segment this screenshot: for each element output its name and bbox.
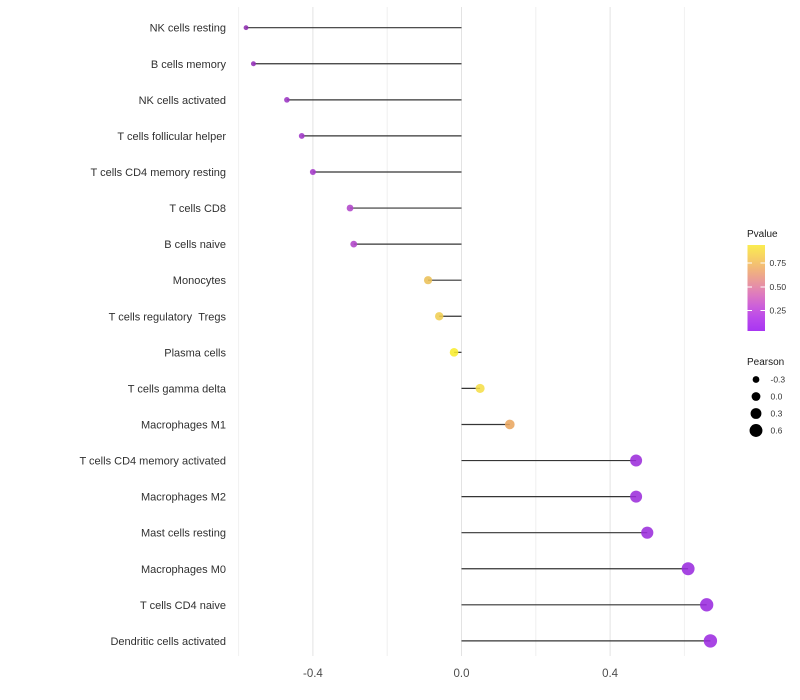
- category-label: T cells CD4 memory resting: [91, 167, 227, 179]
- data-point-dot: [298, 132, 305, 139]
- pvalue-colorbar: [747, 245, 765, 331]
- lollipop-row: Macrophages M1: [141, 419, 515, 431]
- category-label: T cells regulatory Tregs: [109, 311, 227, 323]
- legend-size-label: -0.3: [771, 375, 786, 385]
- legend-pearson: Pearson -0.3 0.0 0.3 0.6: [747, 357, 785, 437]
- x-axis: -0.4 0.0 0.4: [303, 668, 619, 680]
- data-point-dot: [346, 204, 354, 212]
- data-point-dot: [284, 97, 290, 103]
- lollipop-row: T cells gamma delta: [128, 383, 485, 395]
- data-point-dot: [700, 598, 714, 612]
- data-point-dot: [630, 454, 643, 467]
- lollipop-row: Macrophages M2: [141, 490, 643, 504]
- category-label: Mast cells resting: [141, 528, 226, 540]
- data-point-dot: [504, 419, 515, 430]
- data-point-dot: [243, 25, 249, 31]
- lollipop-row: Dendritic cells activated: [110, 634, 718, 648]
- category-label: Macrophages M0: [141, 564, 226, 576]
- data-point-dot: [309, 168, 316, 176]
- category-label: T cells CD4 memory activated: [79, 456, 226, 468]
- lollipop-row: B cells memory: [151, 59, 462, 71]
- legend-pearson-title: Pearson: [747, 357, 784, 368]
- pvalue-tick-label: 0.25: [770, 306, 787, 316]
- pvalue-colorbar-ticks: [747, 262, 765, 311]
- legend-size-label: 0.6: [771, 426, 783, 436]
- data-point-dot: [350, 240, 358, 248]
- legend-size-dot: [751, 392, 761, 401]
- x-tick-label: 0.4: [602, 668, 619, 680]
- legend-pvalue-title: Pvalue: [747, 229, 778, 240]
- category-label: T cells CD4 naive: [140, 600, 226, 612]
- legend-pvalue: Pvalue 0.75 0.50 0.25: [747, 229, 786, 331]
- legend-size-label: 0.0: [771, 392, 783, 402]
- gridlines: [238, 7, 685, 656]
- legend-size-dot: [752, 376, 760, 383]
- lollipop-row: Plasma cells: [164, 347, 462, 359]
- data-point-dot: [641, 526, 654, 539]
- lollipop-row: NK cells activated: [139, 95, 462, 107]
- category-label: NK cells resting: [150, 23, 226, 35]
- pvalue-tick-label: 0.50: [770, 282, 787, 292]
- data-point-dot: [681, 562, 695, 576]
- category-label: NK cells activated: [139, 95, 226, 107]
- category-label: T cells CD8: [169, 203, 226, 215]
- x-tick-label: -0.4: [303, 668, 323, 680]
- lollipop-row: T cells CD4 memory activated: [79, 454, 643, 468]
- data-point-dot: [449, 347, 459, 357]
- legend-size-dot: [749, 424, 763, 437]
- data-point-dot: [435, 312, 444, 321]
- data-point-dot: [703, 634, 718, 648]
- lollipop-row: Monocytes: [173, 275, 462, 287]
- category-label: Monocytes: [173, 275, 227, 287]
- lollipop-row: T cells follicular helper: [117, 131, 462, 143]
- category-label: Macrophages M1: [141, 419, 226, 431]
- data-point-dot: [630, 490, 643, 503]
- data-point-dot: [475, 383, 485, 393]
- lollipop-row: T cells CD8: [169, 203, 462, 215]
- pvalue-tick-label: 0.75: [770, 258, 787, 268]
- category-label: Plasma cells: [164, 347, 226, 359]
- category-label: B cells memory: [151, 59, 227, 71]
- lollipop-row: Mast cells resting: [141, 526, 654, 540]
- lollipop-row: Macrophages M0: [141, 562, 695, 576]
- lollipop-row: NK cells resting: [150, 23, 462, 35]
- lollipop-row: T cells CD4 memory resting: [91, 167, 462, 179]
- legend-size-dot: [750, 408, 762, 419]
- category-label: T cells gamma delta: [128, 383, 227, 395]
- legend-size-label: 0.3: [771, 409, 783, 419]
- data-point-dot: [423, 276, 433, 285]
- category-label: Macrophages M2: [141, 492, 226, 504]
- lollipop-row: T cells regulatory Tregs: [109, 311, 462, 323]
- category-label: Dendritic cells activated: [110, 636, 226, 648]
- category-label: B cells naive: [164, 239, 226, 251]
- x-tick-label: 0.0: [454, 668, 470, 680]
- data-point-dot: [250, 61, 256, 67]
- lollipop-rows: NK cells resting B cells memory NK cells a…: [79, 23, 718, 648]
- category-label: T cells follicular helper: [117, 131, 226, 143]
- lollipop-row: T cells CD4 naive: [140, 598, 714, 612]
- lollipop-row: B cells naive: [164, 239, 462, 251]
- legend-pearson-items: -0.3 0.0 0.3 0.6: [749, 375, 786, 437]
